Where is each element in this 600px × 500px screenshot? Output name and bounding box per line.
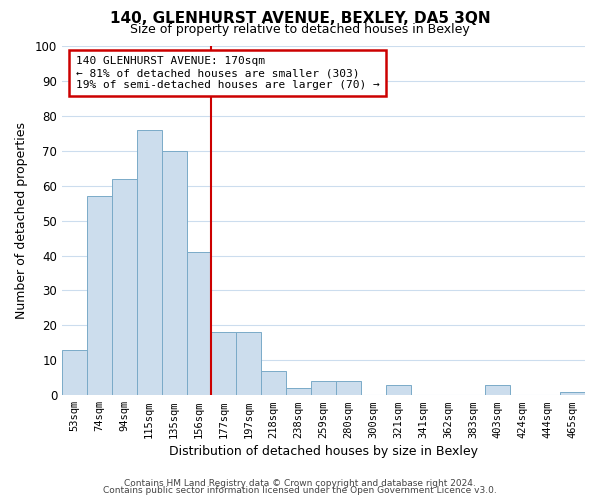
Text: 140, GLENHURST AVENUE, BEXLEY, DA5 3QN: 140, GLENHURST AVENUE, BEXLEY, DA5 3QN — [110, 11, 490, 26]
Bar — [286, 388, 311, 395]
Bar — [211, 332, 236, 395]
Y-axis label: Number of detached properties: Number of detached properties — [15, 122, 28, 319]
Bar — [87, 196, 112, 395]
Bar — [236, 332, 261, 395]
Bar — [261, 371, 286, 395]
Bar — [560, 392, 585, 395]
Bar — [112, 178, 137, 395]
X-axis label: Distribution of detached houses by size in Bexley: Distribution of detached houses by size … — [169, 444, 478, 458]
Bar — [137, 130, 161, 395]
Bar — [187, 252, 211, 395]
Bar — [336, 381, 361, 395]
Bar — [62, 350, 87, 395]
Bar — [485, 384, 510, 395]
Text: 140 GLENHURST AVENUE: 170sqm
← 81% of detached houses are smaller (303)
19% of s: 140 GLENHURST AVENUE: 170sqm ← 81% of de… — [76, 56, 380, 90]
Text: Contains HM Land Registry data © Crown copyright and database right 2024.: Contains HM Land Registry data © Crown c… — [124, 478, 476, 488]
Text: Size of property relative to detached houses in Bexley: Size of property relative to detached ho… — [130, 22, 470, 36]
Bar — [161, 151, 187, 395]
Bar — [311, 381, 336, 395]
Bar — [386, 384, 410, 395]
Text: Contains public sector information licensed under the Open Government Licence v3: Contains public sector information licen… — [103, 486, 497, 495]
